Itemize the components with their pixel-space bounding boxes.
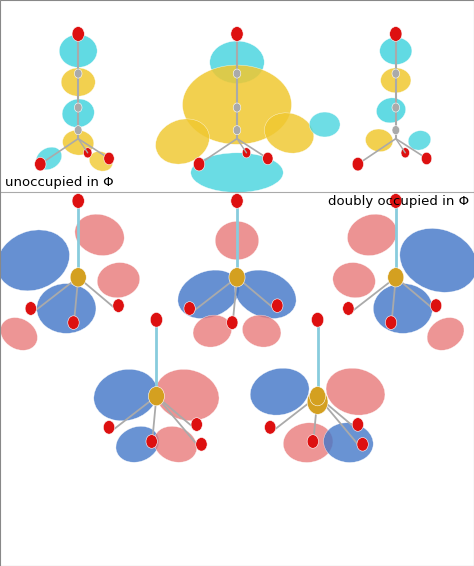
Ellipse shape [193, 315, 232, 347]
Ellipse shape [400, 229, 474, 292]
Circle shape [307, 389, 328, 414]
Ellipse shape [210, 41, 264, 84]
Circle shape [388, 268, 404, 287]
Circle shape [392, 69, 400, 78]
Circle shape [148, 387, 164, 406]
Circle shape [263, 152, 273, 165]
Circle shape [191, 418, 202, 431]
Ellipse shape [250, 368, 309, 415]
Circle shape [83, 148, 92, 158]
Ellipse shape [427, 318, 464, 350]
Circle shape [352, 157, 364, 171]
Circle shape [272, 299, 283, 312]
Ellipse shape [116, 426, 159, 462]
Circle shape [390, 194, 402, 208]
Circle shape [385, 316, 397, 329]
Ellipse shape [178, 270, 239, 319]
Circle shape [74, 126, 82, 135]
Ellipse shape [264, 113, 314, 153]
Circle shape [70, 268, 86, 287]
Circle shape [343, 302, 354, 315]
Ellipse shape [191, 153, 283, 192]
Circle shape [25, 302, 36, 315]
Ellipse shape [309, 112, 340, 137]
Circle shape [74, 69, 82, 78]
Circle shape [307, 435, 319, 448]
Ellipse shape [376, 98, 406, 123]
Ellipse shape [408, 131, 431, 150]
Circle shape [146, 435, 157, 448]
Ellipse shape [381, 68, 411, 93]
Circle shape [113, 299, 124, 312]
Ellipse shape [62, 99, 94, 127]
Ellipse shape [333, 263, 375, 298]
Circle shape [72, 27, 84, 41]
Circle shape [104, 152, 114, 165]
Ellipse shape [182, 65, 292, 144]
Ellipse shape [380, 37, 412, 65]
Circle shape [103, 421, 115, 434]
Circle shape [184, 302, 195, 315]
Ellipse shape [0, 318, 37, 350]
Ellipse shape [75, 214, 124, 256]
Circle shape [421, 152, 432, 165]
Ellipse shape [155, 119, 210, 164]
Circle shape [68, 316, 79, 329]
Ellipse shape [155, 369, 219, 421]
Ellipse shape [0, 230, 70, 291]
Circle shape [430, 299, 442, 312]
Ellipse shape [326, 368, 385, 415]
Ellipse shape [365, 129, 393, 152]
Circle shape [401, 148, 410, 158]
Circle shape [352, 418, 364, 431]
Circle shape [229, 268, 245, 287]
Circle shape [357, 438, 368, 451]
Ellipse shape [347, 214, 397, 256]
Ellipse shape [154, 426, 197, 462]
Ellipse shape [324, 423, 373, 462]
Circle shape [242, 148, 251, 158]
Ellipse shape [36, 147, 62, 170]
Ellipse shape [63, 130, 94, 155]
Circle shape [390, 27, 402, 41]
Circle shape [311, 312, 324, 327]
Circle shape [233, 126, 241, 135]
Circle shape [264, 421, 276, 434]
Circle shape [233, 103, 241, 112]
Circle shape [231, 27, 243, 41]
Ellipse shape [373, 284, 432, 333]
Ellipse shape [97, 263, 140, 298]
Circle shape [196, 438, 207, 451]
Ellipse shape [283, 423, 333, 462]
Ellipse shape [61, 68, 95, 96]
Circle shape [392, 103, 400, 112]
Circle shape [74, 103, 82, 112]
Circle shape [72, 194, 84, 208]
Circle shape [35, 157, 46, 171]
Circle shape [392, 126, 400, 135]
Ellipse shape [235, 270, 296, 319]
Circle shape [150, 312, 163, 327]
Ellipse shape [89, 152, 113, 171]
Circle shape [231, 194, 243, 208]
Circle shape [227, 316, 238, 329]
Circle shape [193, 157, 205, 171]
Ellipse shape [59, 35, 97, 67]
Circle shape [233, 69, 241, 78]
Ellipse shape [94, 369, 157, 421]
Ellipse shape [242, 315, 281, 347]
Text: unoccupied in Φ: unoccupied in Φ [5, 176, 113, 189]
Ellipse shape [36, 284, 96, 333]
Ellipse shape [215, 221, 259, 260]
Circle shape [310, 387, 326, 406]
Text: doubly occupied in Φ: doubly occupied in Φ [328, 195, 469, 208]
